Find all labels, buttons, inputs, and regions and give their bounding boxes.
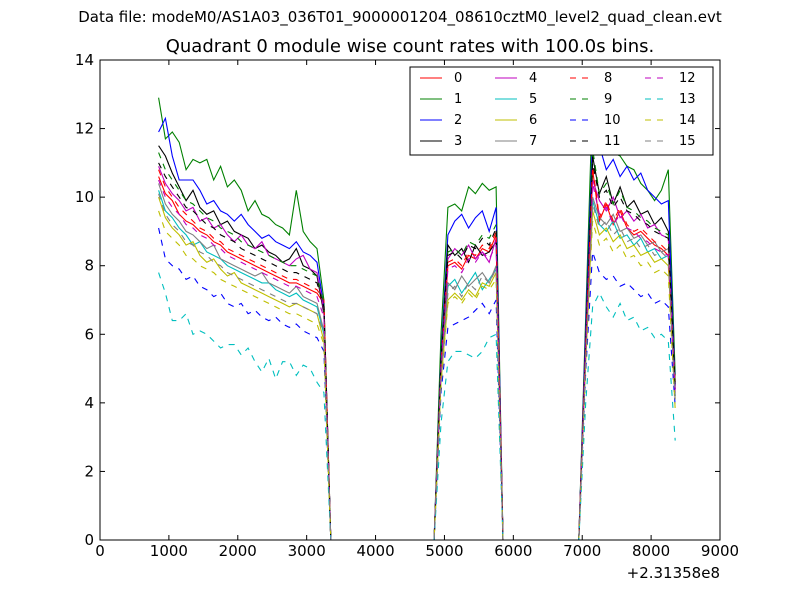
legend-label-3: 3: [454, 134, 462, 149]
series-line-7: [158, 183, 676, 541]
x-tick-label: 8000: [632, 542, 670, 560]
legend-label-4: 4: [529, 71, 537, 86]
legend-label-1: 1: [454, 92, 462, 107]
axis-ticks: 0 1000 2000 3000 4000 5000 6000 7000 8000 9000 0 2 4…: [75, 51, 739, 560]
x-tick-label: 4000: [356, 542, 394, 560]
series-line-6: [158, 196, 676, 541]
series-line-15: [158, 193, 676, 541]
legend-label-15: 15: [679, 134, 696, 149]
x-tick-label: 9000: [701, 542, 739, 560]
series-line-11: [158, 162, 676, 541]
legend-label-0: 0: [454, 71, 462, 86]
y-tick-label: 14: [75, 51, 94, 69]
series-line-13: [158, 272, 676, 541]
legend-label-10: 10: [604, 113, 621, 128]
y-tick-label: 6: [84, 325, 94, 343]
legend-label-9: 9: [604, 92, 612, 107]
y-tick-label: 2: [84, 462, 94, 480]
x-tick-label: 6000: [494, 542, 532, 560]
y-tick-label: 4: [84, 394, 94, 412]
legend-label-12: 12: [679, 71, 696, 86]
x-tick-label: 7000: [563, 542, 601, 560]
legend-label-2: 2: [454, 113, 462, 128]
series-line-12: [158, 179, 676, 541]
series-line-14: [158, 210, 676, 541]
y-tick-label: 12: [75, 120, 94, 138]
series-layer: [158, 96, 676, 541]
y-tick-label: 0: [84, 531, 94, 549]
series-line-5: [158, 190, 676, 541]
series-line-1: [158, 96, 676, 541]
series-line-0: [158, 169, 676, 541]
legend-box: [409, 66, 714, 156]
x-offset-label: +2.31358e8: [627, 564, 720, 582]
chart-title: Quadrant 0 module wise count rates with …: [165, 36, 655, 57]
legend-label-8: 8: [604, 71, 612, 86]
x-tick-label: 1000: [150, 542, 188, 560]
legend-label-5: 5: [529, 92, 537, 107]
x-tick-label: 0: [95, 542, 105, 560]
y-tick-label: 8: [84, 257, 94, 275]
plot-frame: [99, 59, 721, 541]
legend-label-11: 11: [604, 134, 621, 149]
legend-label-7: 7: [529, 134, 537, 149]
x-tick-label: 2000: [219, 542, 257, 560]
legend-label-13: 13: [679, 92, 696, 107]
legend-label-6: 6: [529, 113, 537, 128]
x-tick-label: 5000: [425, 542, 463, 560]
legend-label-14: 14: [679, 113, 696, 128]
x-tick-label: 3000: [288, 542, 326, 560]
y-tick-label: 10: [75, 188, 94, 206]
figure-suptitle: Data file: modeM0/AS1A03_036T01_90000012…: [78, 8, 722, 26]
